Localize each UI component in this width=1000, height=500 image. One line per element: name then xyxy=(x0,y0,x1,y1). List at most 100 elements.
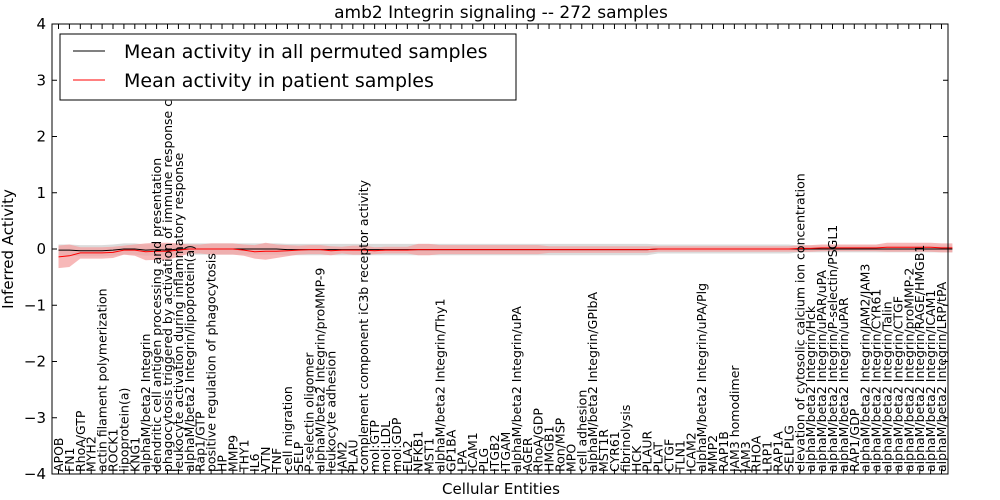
x-tick-label: TNF xyxy=(269,448,284,473)
x-tick-label: phagocytosis triggered by activation of … xyxy=(160,35,175,472)
y-tick-label: 1 xyxy=(36,184,46,202)
x-tick-label: RAP1/GDP xyxy=(847,408,862,472)
x-tick-label: PLAU xyxy=(345,440,360,473)
x-tick-label: alphaM/beta2 Integrin/proMMP-2 xyxy=(901,268,916,472)
x-tick-label: mol:GDP xyxy=(389,417,404,472)
x-tick-label: mol:LDL xyxy=(378,421,393,472)
x-tick-label: GP1BA xyxy=(443,429,458,472)
x-tick-label: MYH2 xyxy=(84,436,99,472)
x-tick-label: alphaM/beta2 Integrin/Talin xyxy=(880,301,895,472)
x-tick-label: SELPLG xyxy=(781,425,796,472)
y-tick-label: −2 xyxy=(24,353,46,371)
x-tick-label: alphaM/beta2 Integrin/uPA xyxy=(509,306,524,472)
x-tick-label: VTN xyxy=(258,446,273,472)
x-tick-label: cell adhesion xyxy=(574,390,589,472)
x-tick-label: complement component iC3b receptor activ… xyxy=(356,179,371,472)
x-tick-label: alphaM/beta2 Integrin/GPIbA xyxy=(585,292,600,472)
x-tick-label: SELP xyxy=(291,441,306,472)
x-tick-label: ELA2 xyxy=(400,440,415,472)
x-tick-label: Rap1/GTP xyxy=(193,411,208,472)
x-tick-label: ITGB2 xyxy=(487,434,502,472)
x-tick-label: RhoA/GTP xyxy=(73,410,88,472)
x-tick-label: dendritic cell antigen processing and pr… xyxy=(149,158,164,472)
x-tick-label: NFKB1 xyxy=(411,431,426,472)
x-tick-label: RAP1A xyxy=(771,431,786,472)
x-tick-label: HMGB1 xyxy=(542,426,557,472)
x-tick-label: ICAM2 xyxy=(683,432,698,472)
x-tick-label: lipoprotein(a) xyxy=(116,388,131,472)
x-tick-label: CTGF xyxy=(662,439,677,472)
x-tick-label: AGER xyxy=(520,437,535,472)
x-tick-label: TLN1 xyxy=(672,440,687,473)
x-tick-label: PLAUR xyxy=(640,431,655,472)
y-tick-label: 3 xyxy=(36,71,46,89)
x-tick-label: alphaM/beta2 Integrin/CTGF xyxy=(890,296,905,472)
x-tick-label: MPO xyxy=(563,444,578,472)
x-tick-label: JAM3 homodimer xyxy=(727,365,742,473)
x-tick-label: Ron/MSP xyxy=(553,417,568,472)
y-tick-label: −1 xyxy=(24,296,46,314)
plot-area-frame xyxy=(51,23,949,475)
x-tick-label: THY1 xyxy=(236,439,251,473)
x-tick-label: RhoA/GDP xyxy=(531,408,546,472)
x-tick-label: alphaM/beta2 Integrin/ICAM1 xyxy=(923,290,938,472)
x-tick-label: alphaM/beta2 Integrin/LRP/tPA xyxy=(934,281,949,472)
x-tick-label: leukocyte adhesion xyxy=(324,351,339,472)
series-lines xyxy=(58,246,953,258)
x-tick-label: HP xyxy=(215,455,230,472)
x-tick-label: alphaM/beta2 Integrin/proMMP-9 xyxy=(313,268,328,472)
legend-label-patient: Mean activity in patient samples xyxy=(124,70,434,92)
x-tick-label: alphaM/beta2 Integrin/uPAR xyxy=(836,297,851,472)
x-tick-label: fibrinolysis xyxy=(618,405,633,472)
x-tick-label: CYR61 xyxy=(607,431,622,472)
x-tick-label: alphaM/beta2 Integrin/lipoprotein(a) xyxy=(182,245,197,472)
x-tick-label: alphaM/beta2 Integrin xyxy=(138,334,153,472)
x-tick-label: PLAT xyxy=(651,442,666,472)
x-tick-label: alphaM/beta2 Integrin/RAGE/HMGB1 xyxy=(912,245,927,472)
x-tick-label: IL6 xyxy=(247,453,262,472)
x-tick-label: cell migration xyxy=(280,386,295,472)
x-tick-label: KNG1 xyxy=(127,437,142,472)
x-tick-label: JAM2 xyxy=(334,441,349,473)
x-tick-label: ROCK1 xyxy=(106,429,121,472)
y-tick-label: 2 xyxy=(36,128,46,146)
legend: Mean activity in all permuted samples Me… xyxy=(59,33,517,101)
x-tick-label: actin filament polymerization xyxy=(95,288,110,472)
x-tick-label: LPA xyxy=(454,449,469,472)
x-tick-label: ITGAM xyxy=(498,432,513,472)
x-tick-label: APOB xyxy=(51,437,66,472)
patient-mean-line xyxy=(58,246,953,258)
x-tick-label: MST1 xyxy=(422,438,437,472)
y-axis-label: Inferred Activity xyxy=(0,189,17,309)
x-tick-label: P-selectin oligomer xyxy=(302,352,317,472)
y-tick-label: 4 xyxy=(36,15,46,33)
x-tick-label: MST1R xyxy=(596,429,611,472)
x-tick-label: alphaM/beta2 Integrin/uPA/Plg xyxy=(694,283,709,472)
x-tick-label: positive regulation of phagocytosis xyxy=(204,253,219,472)
x-tick-label: PLG xyxy=(476,448,491,472)
x-tick-label: MMP9 xyxy=(225,435,240,472)
x-tick-label: mol:GTP xyxy=(367,420,382,472)
legend-box xyxy=(59,33,517,101)
x-tick-label: alphaM/beta2 Integrin/Thy1 xyxy=(433,298,448,472)
y-tick-label: −3 xyxy=(24,409,46,427)
x-tick-label: ICAM1 xyxy=(465,432,480,472)
x-tick-label: RHOA xyxy=(749,435,764,472)
chart-title: amb2 Integrin signaling -- 272 samples xyxy=(334,3,668,23)
x-tick-label: JAM3 xyxy=(738,441,753,473)
y-axis-ticks: −4 −3 −2 −1 0 1 2 3 4 xyxy=(24,15,948,483)
y-tick-label: 0 xyxy=(36,240,46,258)
x-tick-label: leukocyte activation during inflammatory… xyxy=(171,152,186,472)
x-tick-label: RAP1B xyxy=(716,431,731,472)
y-tick-label: −4 xyxy=(24,465,46,483)
x-axis-label: Cellular Entities xyxy=(442,480,560,498)
x-tick-label: MMP2 xyxy=(705,435,720,472)
x-tick-label: alphaM/beta2 Integrin/uPAR/uPA xyxy=(814,270,829,472)
legend-label-permuted: Mean activity in all permuted samples xyxy=(124,41,487,63)
x-tick-label: alphaM/beta2 Integrin/Hck xyxy=(803,305,818,472)
x-tick-label: FN1 xyxy=(62,448,77,473)
x-tick-label: alphaM/beta2 Integrin/CYR61 xyxy=(869,289,884,472)
x-tick-label: alphaM/beta2 Integrin/P-selectin/PSGL1 xyxy=(825,225,840,472)
